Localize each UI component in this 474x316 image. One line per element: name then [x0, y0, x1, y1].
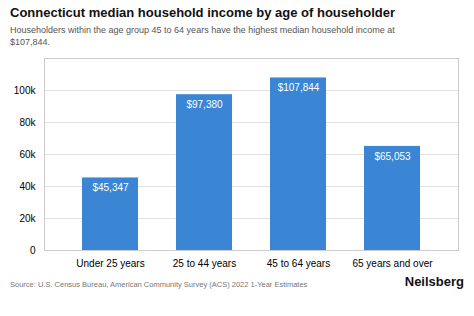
- svg-text:$107,844: $107,844: [278, 82, 320, 93]
- svg-text:$65,053: $65,053: [374, 151, 411, 162]
- html-text:Householders within the age gr: Householders within the age group 45 to …: [10, 25, 395, 47]
- svg-text:$97,380: $97,380: [186, 99, 223, 110]
- svg-text:65 years and over: 65 years and over: [352, 258, 433, 269]
- html-text:Neilsberg: Neilsberg: [404, 274, 464, 289]
- html-text:Source: U.S. Census Bureau, Am: Source: U.S. Census Bureau, American Com…: [10, 280, 308, 289]
- svg-text:45 to 64 years: 45 to 64 years: [267, 258, 330, 269]
- svg-text:60k: 60k: [19, 149, 36, 160]
- svg-text:Under 25 years: Under 25 years: [76, 258, 144, 269]
- html-text:Connecticut median household i: Connecticut median household income by a…: [10, 5, 395, 20]
- svg-text:20k: 20k: [19, 213, 36, 224]
- svg-text:100k: 100k: [14, 85, 37, 96]
- svg-text:$45,347: $45,347: [92, 182, 129, 193]
- svg-text:80k: 80k: [19, 117, 36, 128]
- svg-text:0: 0: [30, 245, 36, 256]
- svg-text:25 to 44 years: 25 to 44 years: [173, 258, 236, 269]
- svg-text:40k: 40k: [19, 181, 36, 192]
